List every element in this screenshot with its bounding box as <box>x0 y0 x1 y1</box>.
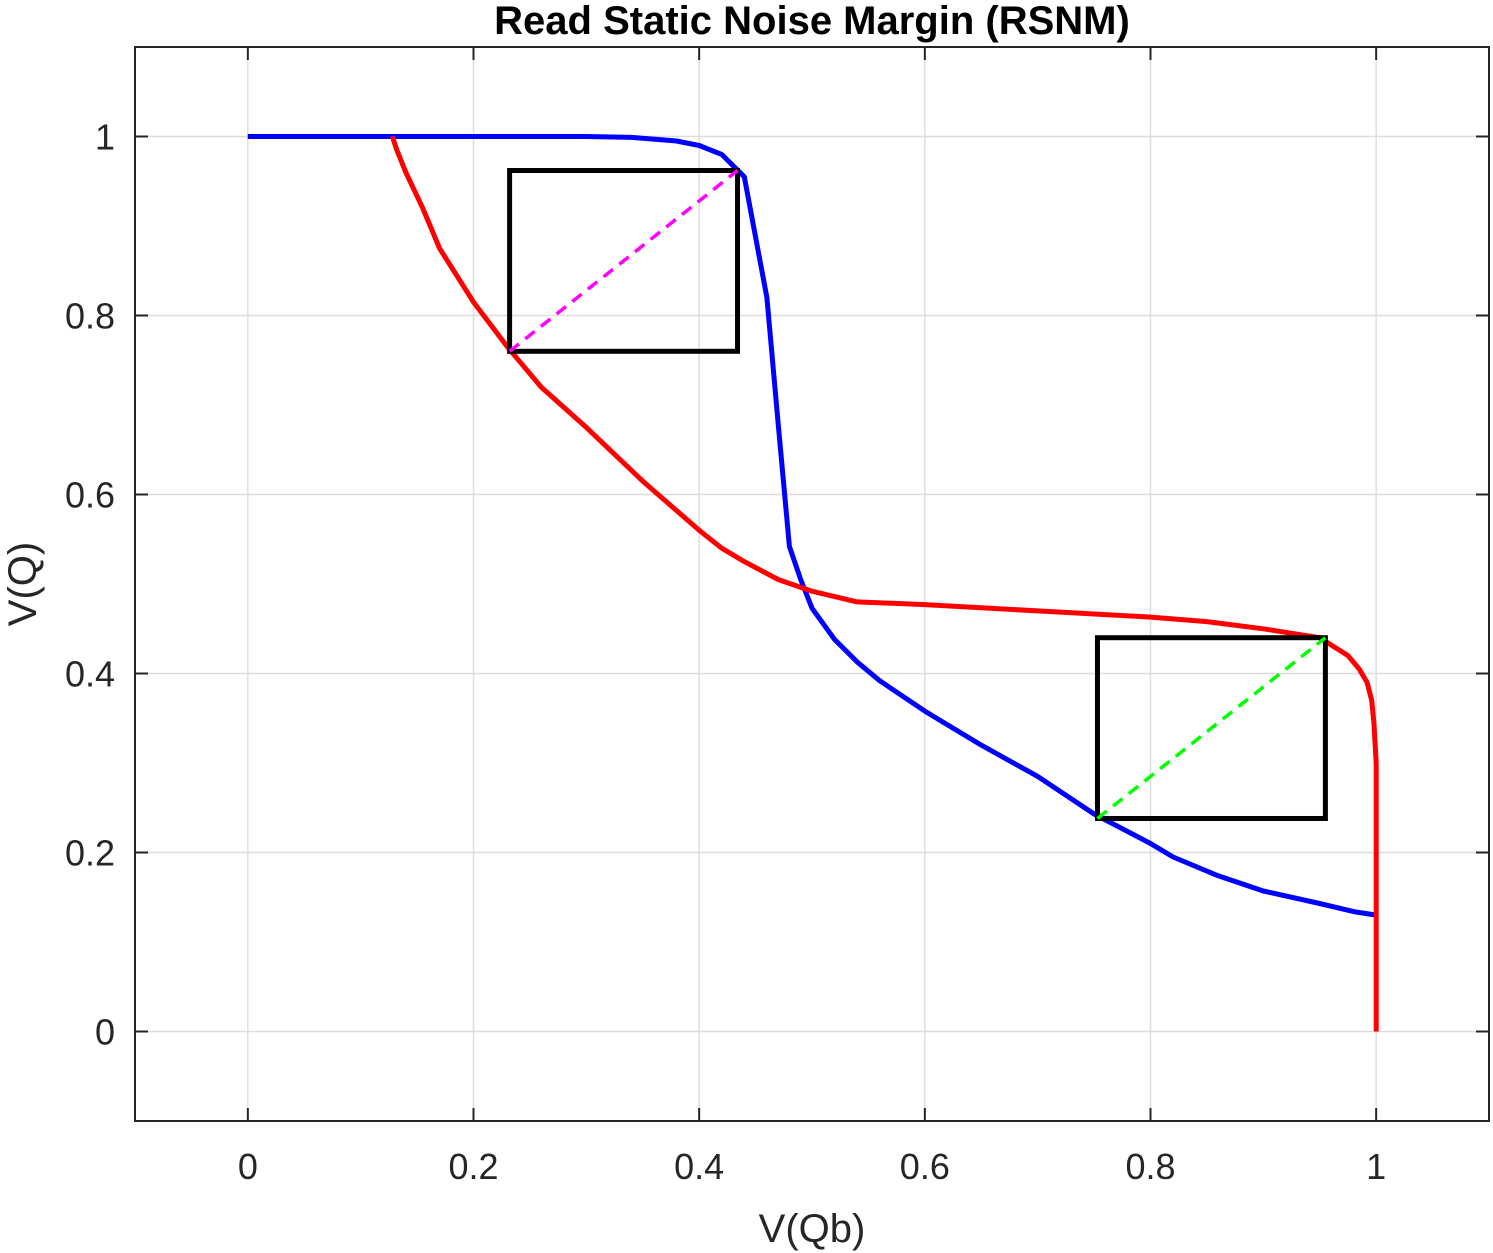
x-tick-label: 0 <box>238 1146 258 1187</box>
x-tick-label: 0.8 <box>1125 1146 1175 1187</box>
tick-marks <box>135 47 1489 1121</box>
y-tick-label: 0.6 <box>65 475 115 516</box>
x-axis-label: V(Qb) <box>759 1207 866 1251</box>
plot-frame <box>134 46 1490 1122</box>
x-tick-label: 0.6 <box>900 1146 950 1187</box>
y-tick-label: 0.2 <box>65 833 115 874</box>
y-tick-label: 1 <box>95 117 115 158</box>
series-group <box>247 134 1379 1032</box>
noise-margin-squares <box>507 168 1328 821</box>
square-diagonal-1 <box>508 169 739 353</box>
y-tick-labels: 0 0.2 0.4 0.6 0.8 1 <box>65 117 115 1053</box>
y-axis-label: V(Q) <box>1 542 45 626</box>
series-line-1 <box>247 134 1377 918</box>
x-tick-label: 0.4 <box>674 1146 724 1187</box>
x-tick-label: 1 <box>1366 1146 1386 1187</box>
noise-margin-square-1 <box>507 168 741 354</box>
x-tick-label: 0.2 <box>448 1146 498 1187</box>
x-tick-labels: 0 0.2 0.4 0.6 0.8 1 <box>238 1146 1386 1187</box>
y-tick-label: 0.4 <box>65 654 115 695</box>
square-diagonal-2 <box>1096 636 1327 820</box>
y-tick-label: 0.8 <box>65 296 115 337</box>
noise-margin-square-2 <box>1094 635 1328 821</box>
series-line-2 <box>389 135 1379 1032</box>
chart-title: Read Static Noise Margin (RSNM) <box>494 0 1130 43</box>
y-tick-label: 0 <box>95 1012 115 1053</box>
plot-background <box>135 47 1489 1121</box>
